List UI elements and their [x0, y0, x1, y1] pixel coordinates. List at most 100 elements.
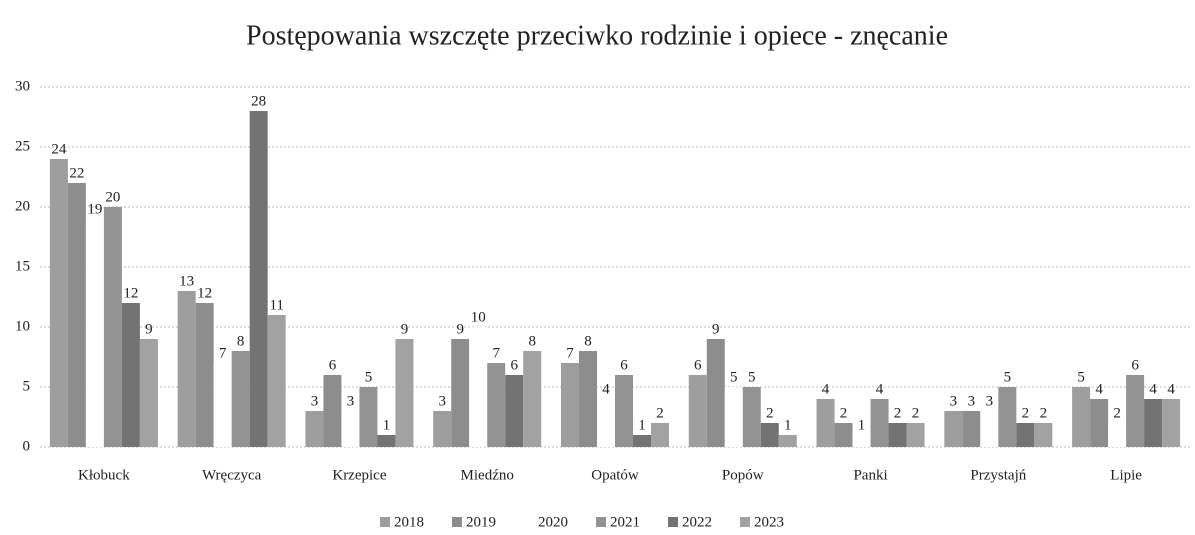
bar — [85, 219, 104, 447]
legend-swatch — [596, 517, 606, 527]
bar — [469, 327, 488, 447]
bar — [1144, 399, 1163, 447]
x-tick-label: Krzepice — [332, 467, 386, 483]
bar — [305, 411, 324, 447]
data-label: 3 — [311, 393, 319, 409]
bar — [1126, 375, 1145, 447]
data-label: 1 — [638, 417, 646, 433]
bar — [121, 303, 140, 447]
y-tick-label: 25 — [15, 138, 30, 154]
data-label: 28 — [251, 93, 266, 109]
data-label: 3 — [968, 393, 976, 409]
x-tick-label: Kłobuck — [78, 467, 130, 483]
data-label: 22 — [69, 165, 84, 181]
x-tick-label: Opatów — [591, 467, 639, 483]
y-tick-label: 30 — [15, 78, 30, 94]
bar — [816, 399, 835, 447]
data-label: 2 — [766, 405, 774, 421]
legend-swatch — [380, 517, 390, 527]
x-tick-label: Miedźno — [461, 467, 514, 483]
data-label: 4 — [602, 381, 610, 397]
data-label: 5 — [748, 369, 756, 385]
data-label: 4 — [1149, 381, 1157, 397]
bar — [742, 387, 761, 447]
data-label: 9 — [712, 321, 720, 337]
bar — [451, 339, 470, 447]
bar — [962, 411, 981, 447]
bar — [433, 411, 452, 447]
bar — [706, 339, 725, 447]
bar — [267, 315, 286, 447]
data-label: 8 — [237, 333, 245, 349]
bar — [1090, 399, 1109, 447]
data-label: 2 — [1022, 405, 1030, 421]
bar — [888, 423, 907, 447]
bar — [906, 423, 925, 447]
bar — [395, 339, 414, 447]
data-label: 19 — [87, 201, 102, 217]
bar — [67, 183, 86, 447]
data-label: 20 — [105, 189, 120, 205]
legend-label: 2021 — [610, 514, 640, 530]
data-label: 5 — [1004, 369, 1012, 385]
bar — [778, 435, 797, 447]
legend-label: 2020 — [538, 514, 568, 530]
bar — [852, 435, 871, 447]
y-tick-label: 0 — [23, 438, 31, 454]
bar — [1034, 423, 1053, 447]
data-label: 4 — [1095, 381, 1103, 397]
bar — [213, 363, 232, 447]
bar — [870, 399, 889, 447]
bar — [139, 339, 158, 447]
data-label: 4 — [1167, 381, 1175, 397]
bar — [377, 435, 396, 447]
data-label: 6 — [694, 357, 702, 373]
data-label: 5 — [365, 369, 373, 385]
bar — [323, 375, 342, 447]
bar — [579, 351, 597, 447]
x-tick-label: Popów — [722, 467, 764, 483]
bar — [597, 399, 615, 447]
bar — [724, 387, 743, 447]
y-tick-label: 15 — [15, 258, 30, 274]
bar — [760, 423, 779, 447]
bar — [998, 387, 1017, 447]
data-label: 2 — [912, 405, 920, 421]
data-label: 24 — [51, 141, 67, 157]
data-label: 5 — [1077, 369, 1085, 385]
y-tick-label: 20 — [15, 198, 30, 214]
bar — [1108, 423, 1127, 447]
data-label: 12 — [197, 285, 212, 301]
bar — [1016, 423, 1035, 447]
legend-label: 2018 — [394, 514, 424, 530]
legend-swatch — [452, 517, 462, 527]
bar — [103, 207, 122, 447]
data-label: 7 — [219, 345, 227, 361]
data-label: 6 — [329, 357, 337, 373]
data-label: 9 — [456, 321, 464, 337]
x-tick-label: Przystajń — [970, 467, 1026, 483]
data-label: 1 — [784, 417, 792, 433]
x-tick-label: Lipie — [1110, 467, 1142, 483]
bar — [249, 111, 268, 447]
data-label: 3 — [986, 393, 994, 409]
bar — [359, 387, 378, 447]
data-label: 4 — [822, 381, 830, 397]
legend-swatch — [524, 517, 534, 527]
data-label: 3 — [950, 393, 958, 409]
data-label: 6 — [1131, 357, 1139, 373]
bar — [1072, 387, 1091, 447]
bar — [505, 375, 524, 447]
bar — [980, 411, 999, 447]
legend-label: 2019 — [466, 514, 496, 530]
data-label: 2 — [840, 405, 848, 421]
legend-label: 2023 — [754, 514, 784, 530]
bar — [834, 423, 853, 447]
data-label: 2 — [1040, 405, 1048, 421]
bar — [615, 375, 633, 447]
y-tick-label: 10 — [15, 318, 30, 334]
bar — [561, 363, 579, 447]
data-label: 13 — [179, 273, 194, 289]
data-label: 6 — [620, 357, 628, 373]
